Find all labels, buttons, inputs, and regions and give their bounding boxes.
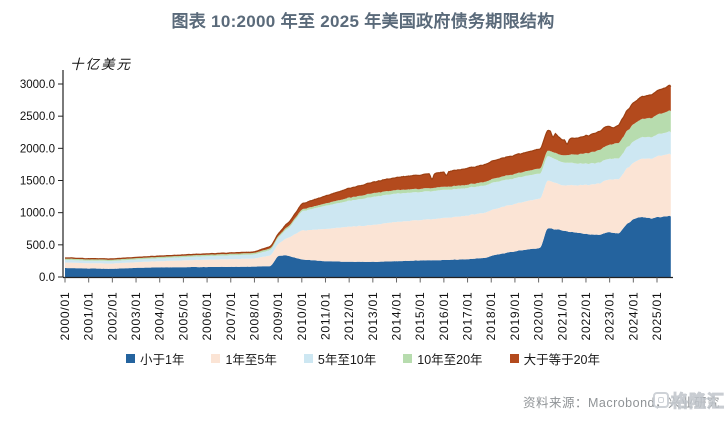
legend-label: 大于等于20年 (523, 353, 600, 367)
x-axis-tick-label: 2010/01 (295, 292, 309, 341)
x-axis-tick-label: 2003/01 (129, 292, 143, 341)
legend-label: 5年至10年 (317, 353, 377, 367)
x-axis-tick-label: 2013/01 (366, 292, 380, 341)
legend-item: 大于等于20年 (509, 349, 600, 368)
x-axis-tick-label: 2014/01 (390, 292, 404, 341)
x-axis-tick-label: 2005/01 (176, 292, 190, 341)
legend-item: 5年至10年 (303, 349, 377, 368)
x-axis-tick-label: 2015/01 (413, 292, 427, 341)
y-axis-tick-label: 1000.0 (20, 208, 55, 220)
legend-label: 小于1年 (140, 353, 185, 367)
x-axis-tick-label: 2024/01 (626, 292, 640, 341)
x-axis-tick-label: 2008/01 (247, 292, 261, 341)
x-axis-tick-label: 2011/01 (318, 292, 332, 340)
chart-title: 图表 10:2000 年至 2025 年美国政府债务期限结构 (171, 12, 555, 31)
watermark-logo: 格隆汇 (653, 387, 725, 412)
legend-swatch-icon (403, 354, 413, 363)
legend-label: 10年至20年 (417, 353, 483, 367)
y-axis-tick-label: 3000.0 (20, 79, 55, 91)
x-axis-tick-label: 2006/01 (200, 292, 214, 341)
legend-label: 1年至5年 (225, 353, 277, 367)
x-axis-tick-label: 2000/01 (58, 292, 72, 341)
y-axis-tick-label: 0.0 (39, 272, 55, 284)
watermark-logo-icon (653, 391, 669, 408)
x-axis-tick-label: 2021/01 (555, 292, 569, 341)
y-axis-tick-label: 500.0 (26, 240, 55, 252)
legend-item: 10年至20年 (403, 349, 483, 368)
legend-swatch-icon (509, 354, 519, 363)
x-axis-tick-label: 2004/01 (153, 292, 167, 341)
legend-swatch-icon (211, 354, 221, 363)
y-axis-tick-label: 2500.0 (20, 111, 55, 123)
x-axis-tick-label: 2018/01 (484, 292, 498, 341)
x-axis-tick-label: 2022/01 (579, 292, 593, 341)
legend-item: 1年至5年 (211, 349, 277, 368)
chart-legend: 小于1年 1年至5年 5年至10年 10年至20年 大于等于20年 (0, 349, 726, 368)
y-axis-unit-label: 十亿美元 (70, 57, 132, 73)
y-axis-tick-label: 1500.0 (20, 176, 55, 188)
x-axis-tick-label: 2007/01 (224, 292, 238, 341)
x-axis-tick-label: 2002/01 (105, 292, 119, 341)
legend-swatch-icon (126, 354, 136, 363)
x-axis-tick-label: 2019/01 (508, 292, 522, 341)
source-attribution: 资料来源：Macrobond，兴业研究 (522, 396, 720, 410)
x-axis-tick-label: 2001/01 (82, 292, 96, 341)
x-axis-tick-label: 2025/01 (650, 292, 664, 341)
x-axis-tick-label: 2012/01 (342, 292, 356, 341)
x-axis-tick-label: 2016/01 (437, 292, 451, 341)
x-axis-tick-label: 2020/01 (532, 292, 546, 341)
x-axis-tick-label: 2017/01 (461, 292, 475, 341)
legend-item: 小于1年 (126, 349, 184, 368)
watermark-logo-text: 格隆汇 (671, 392, 725, 412)
y-axis-tick-label: 2000.0 (20, 143, 55, 155)
legend-swatch-icon (303, 354, 313, 363)
x-axis-tick-label: 2009/01 (271, 292, 285, 341)
x-axis-tick-label: 2023/01 (603, 292, 617, 341)
